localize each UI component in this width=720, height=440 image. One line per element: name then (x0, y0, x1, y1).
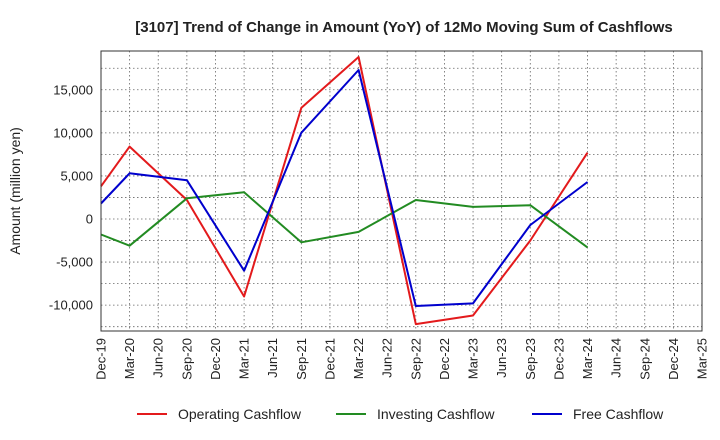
y-tick-label: 0 (86, 212, 93, 227)
x-tick-label: Sep-21 (294, 338, 309, 380)
y-tick-label: 10,000 (53, 125, 93, 140)
legend-label-free-cashflow: Free Cashflow (573, 406, 664, 422)
legend-label-operating-cashflow: Operating Cashflow (178, 406, 302, 422)
x-tick-label: Dec-21 (322, 338, 337, 380)
y-tick-labels: -10,000 -5,000 0 5,000 10,000 15,000 (49, 82, 93, 312)
series-line-operating-cashflow (100, 56, 589, 326)
x-tick-label: Mar-21 (237, 338, 252, 379)
chart-title: [3107] Trend of Change in Amount (YoY) o… (135, 19, 673, 36)
y-axis-label: Amount (million yen) (7, 127, 23, 255)
x-tick-label: Jun-21 (265, 338, 280, 378)
x-tick-label: Sep-22 (408, 338, 423, 380)
y-tick-label: 15,000 (53, 82, 93, 97)
legend: Operating Cashflow Investing Cashflow Free… (137, 406, 664, 422)
x-tick-label: Mar-23 (466, 338, 481, 379)
series-line-free-cashflow (100, 69, 589, 307)
x-tick-label: Dec-24 (666, 338, 681, 380)
x-tick-label: Mar-25 (695, 338, 710, 379)
x-tick-label: Dec-22 (437, 338, 452, 380)
x-tick-label: Sep-24 (637, 338, 652, 380)
x-tick-label: Mar-24 (580, 338, 595, 379)
x-tick-label: Mar-22 (351, 338, 366, 379)
x-tick-label: Dec-23 (551, 338, 566, 380)
series-line-investing-cashflow (100, 191, 589, 249)
x-tick-labels: Dec-19 Mar-20 Jun-20 Sep-20 Dec-20 Mar-21 Jun-… (94, 338, 710, 380)
series-layer (100, 56, 589, 326)
x-tick-label: Dec-19 (94, 338, 109, 380)
x-tick-label: Jun-22 (380, 338, 395, 378)
plot-border (100, 50, 703, 332)
x-tick-label: Sep-23 (523, 338, 538, 380)
plot-frame (100, 50, 703, 332)
x-tick-label: Jun-24 (609, 338, 624, 378)
x-tick-label: Jun-23 (494, 338, 509, 378)
y-tick-label: 5,000 (60, 168, 93, 183)
y-tick-label: -5,000 (56, 255, 93, 270)
legend-label-investing-cashflow: Investing Cashflow (377, 406, 495, 422)
x-tick-label: Dec-20 (208, 338, 223, 380)
grid (100, 51, 703, 331)
x-tick-label: Sep-20 (179, 338, 194, 380)
y-tick-label: -10,000 (49, 298, 93, 313)
x-tick-label: Jun-20 (151, 338, 166, 378)
x-tick-label: Mar-20 (122, 338, 137, 379)
